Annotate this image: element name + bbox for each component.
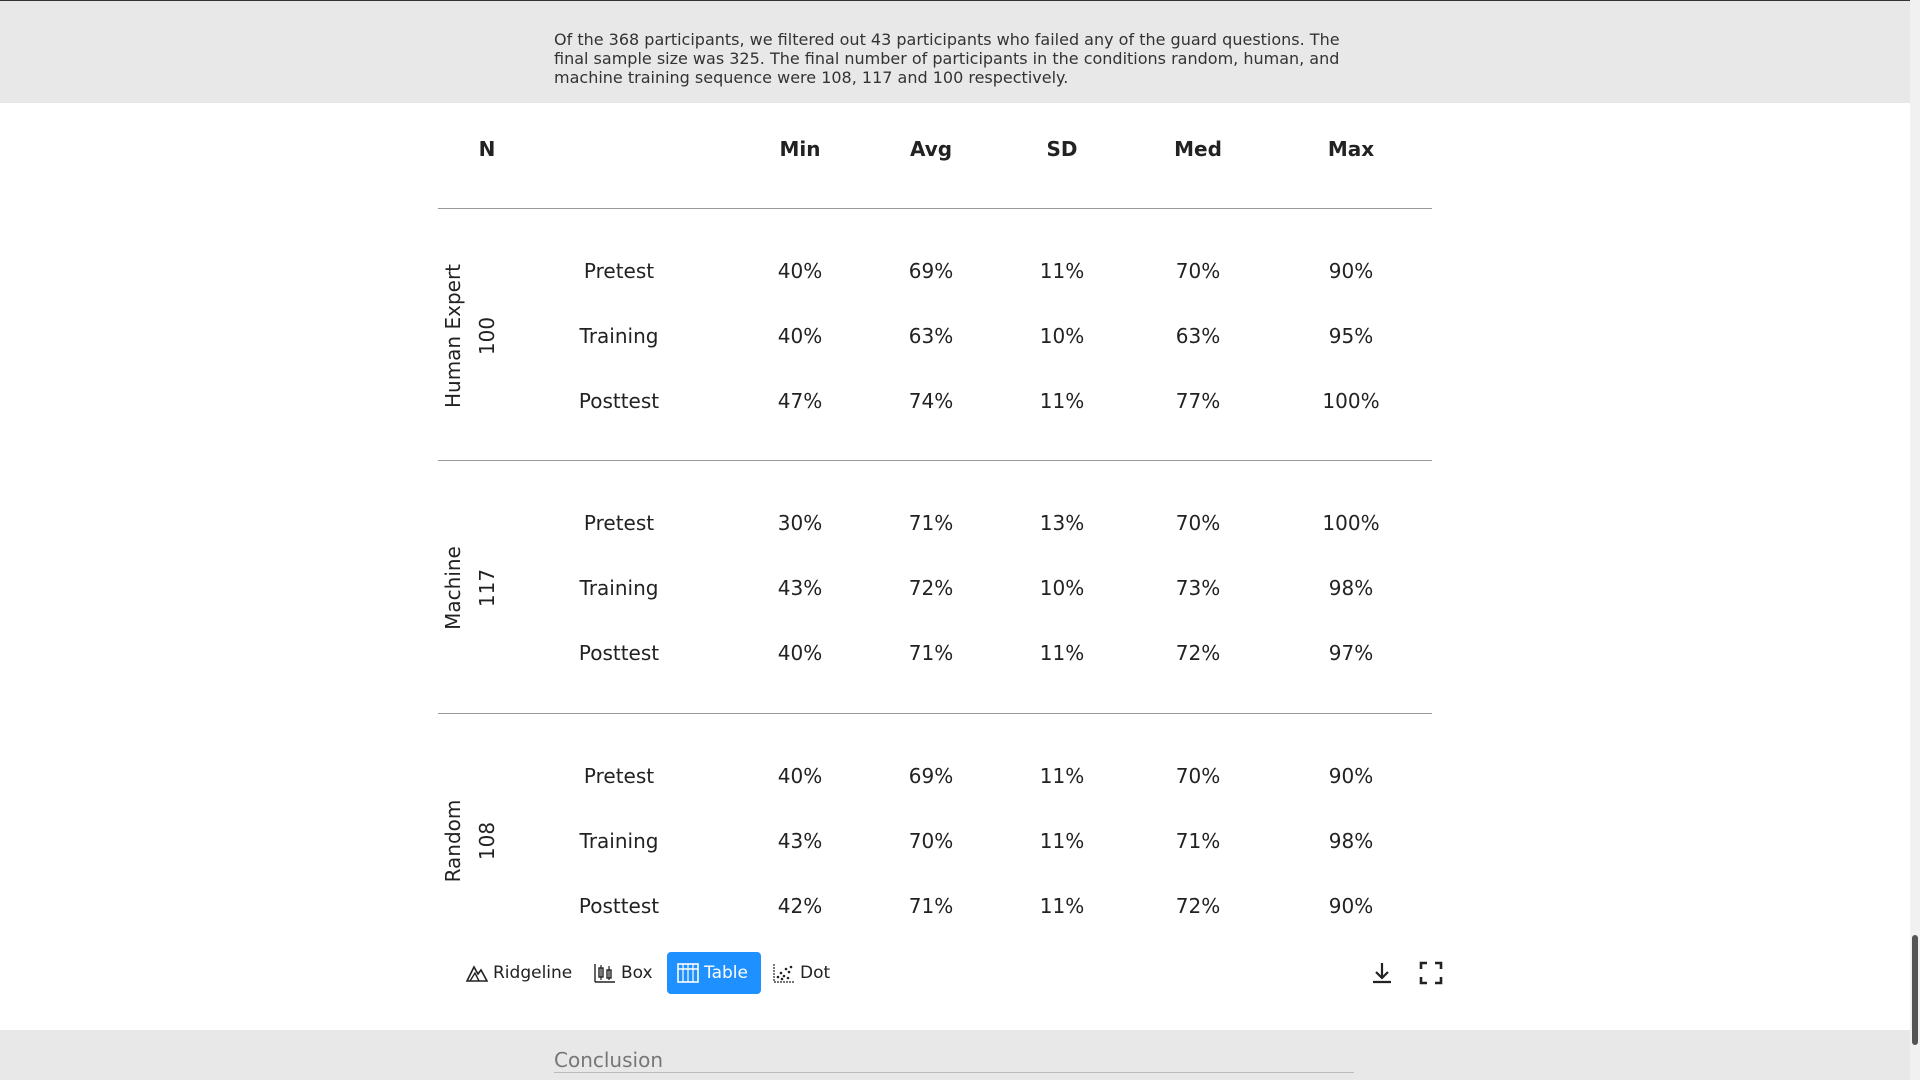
phase-label: Pretest: [583, 511, 655, 535]
conclusion-divider: [554, 1072, 1354, 1073]
header-n: N: [478, 137, 496, 161]
cell-max: 98%: [1328, 576, 1374, 600]
cell-avg: 70%: [908, 829, 954, 853]
phase-label: Pretest: [583, 764, 655, 788]
cell-max: 97%: [1328, 641, 1374, 665]
cell-avg: 74%: [908, 389, 954, 413]
cell-med: 77%: [1175, 389, 1221, 413]
cell-min: 40%: [777, 324, 823, 348]
dot-plot-icon: [773, 964, 794, 983]
top-border: [0, 0, 1920, 1]
cell-med: 63%: [1175, 324, 1221, 348]
cell-avg: 71%: [908, 894, 954, 918]
view-toolbar: Ridgeline Box Table: [438, 952, 1443, 996]
group-n: 108: [475, 821, 499, 861]
box-label: Box: [621, 963, 653, 983]
scrollbar-track[interactable]: [1910, 0, 1920, 1080]
fullscreen-button[interactable]: [1418, 960, 1444, 986]
cell-max: 100%: [1322, 511, 1380, 535]
intro-text: Of the 368 participants, we filtered out…: [554, 30, 1340, 87]
phase-label: Posttest: [578, 389, 660, 413]
header-min: Min: [779, 137, 821, 161]
phase-label: Training: [579, 576, 659, 600]
group-divider: [438, 208, 1432, 209]
cell-avg: 69%: [908, 259, 954, 283]
cell-med: 70%: [1175, 511, 1221, 535]
cell-max: 100%: [1322, 389, 1380, 413]
cell-max: 90%: [1328, 259, 1374, 283]
group-name: Human Expert: [441, 263, 465, 409]
cell-med: 71%: [1175, 829, 1221, 853]
cell-sd: 11%: [1039, 259, 1085, 283]
cell-med: 72%: [1175, 641, 1221, 665]
conclusion-section: Conclusion: [0, 1030, 1910, 1080]
cell-max: 95%: [1328, 324, 1374, 348]
cell-avg: 71%: [908, 511, 954, 535]
phase-label: Training: [579, 829, 659, 853]
box-button[interactable]: Box: [584, 952, 663, 994]
ridgeline-label: Ridgeline: [493, 963, 573, 983]
cell-max: 90%: [1328, 764, 1374, 788]
cell-sd: 10%: [1039, 576, 1085, 600]
cell-sd: 11%: [1039, 894, 1085, 918]
summary-table: N Min Avg SD Med Max Human Expert 100 Pret…: [438, 103, 1432, 948]
group-divider: [438, 460, 1432, 461]
cell-min: 30%: [777, 511, 823, 535]
cell-med: 73%: [1175, 576, 1221, 600]
cell-sd: 10%: [1039, 324, 1085, 348]
dot-button[interactable]: Dot: [763, 952, 840, 994]
phase-label: Pretest: [583, 259, 655, 283]
header-avg: Avg: [909, 137, 953, 161]
cell-max: 90%: [1328, 894, 1374, 918]
dot-label: Dot: [800, 963, 831, 983]
cell-med: 70%: [1175, 764, 1221, 788]
cell-avg: 72%: [908, 576, 954, 600]
header-med: Med: [1174, 137, 1222, 161]
group-n: 117: [475, 568, 499, 608]
group-n: 100: [475, 316, 499, 356]
download-button[interactable]: [1369, 960, 1395, 986]
phase-label: Training: [579, 324, 659, 348]
group-divider: [438, 713, 1432, 714]
header-sd: SD: [1046, 137, 1078, 161]
group-name: Machine: [441, 546, 465, 630]
cell-sd: 11%: [1039, 764, 1085, 788]
intro-section: Of the 368 participants, we filtered out…: [0, 1, 1910, 103]
download-icon: [1373, 963, 1391, 984]
table-label: Table: [704, 963, 748, 983]
cell-min: 40%: [777, 259, 823, 283]
cell-sd: 11%: [1039, 389, 1085, 413]
table-icon: [677, 963, 699, 983]
cell-sd: 11%: [1039, 829, 1085, 853]
cell-avg: 71%: [908, 641, 954, 665]
group-name: Random: [441, 799, 465, 883]
cell-min: 42%: [777, 894, 823, 918]
conclusion-heading: Conclusion: [554, 1048, 663, 1072]
phase-label: Posttest: [578, 641, 660, 665]
cell-med: 72%: [1175, 894, 1221, 918]
table-button[interactable]: Table: [667, 952, 761, 994]
cell-med: 70%: [1175, 259, 1221, 283]
box-plot-icon: [594, 964, 615, 983]
cell-max: 98%: [1328, 829, 1374, 853]
cell-min: 40%: [777, 764, 823, 788]
scrollbar-thumb[interactable]: [1912, 935, 1918, 1045]
cell-avg: 63%: [908, 324, 954, 348]
ridgeline-icon: [466, 965, 488, 982]
cell-sd: 13%: [1039, 511, 1085, 535]
header-max: Max: [1327, 137, 1375, 161]
cell-min: 43%: [777, 829, 823, 853]
phase-label: Posttest: [578, 894, 660, 918]
cell-avg: 69%: [908, 764, 954, 788]
ridgeline-button[interactable]: Ridgeline: [456, 952, 582, 994]
cell-min: 40%: [777, 641, 823, 665]
cell-sd: 11%: [1039, 641, 1085, 665]
cell-min: 47%: [777, 389, 823, 413]
cell-min: 43%: [777, 576, 823, 600]
fullscreen-icon: [1419, 961, 1443, 985]
